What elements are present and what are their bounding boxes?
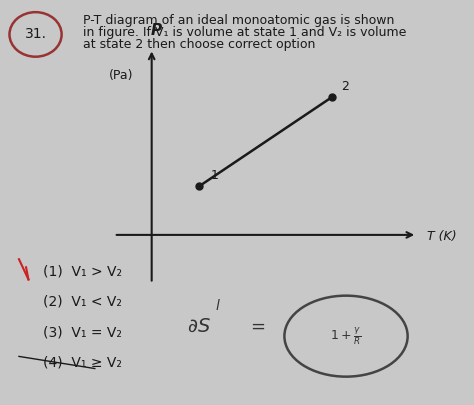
Text: $=$: $=$: [246, 317, 265, 335]
Text: (2)  V₁ < V₂: (2) V₁ < V₂: [43, 295, 121, 309]
Text: $1+\frac{\gamma}{R}$: $1+\frac{\gamma}{R}$: [330, 326, 362, 347]
Text: 31.: 31.: [25, 28, 46, 41]
Text: $\partial S$: $\partial S$: [187, 317, 211, 335]
Text: $l$: $l$: [215, 298, 221, 313]
Text: in figure. If V₁ is volume at state 1 and V₂ is volume: in figure. If V₁ is volume at state 1 an…: [83, 26, 406, 39]
Text: 1: 1: [211, 169, 219, 182]
Text: P-T diagram of an ideal monoatomic gas is shown: P-T diagram of an ideal monoatomic gas i…: [83, 14, 394, 27]
Text: (Pa): (Pa): [109, 69, 133, 82]
Text: 2: 2: [341, 80, 349, 93]
Text: (3)  V₁ = V₂: (3) V₁ = V₂: [43, 325, 121, 339]
Text: at state 2 then choose correct option: at state 2 then choose correct option: [83, 38, 315, 51]
Text: P: P: [151, 23, 162, 38]
Text: T (K): T (K): [427, 230, 456, 243]
Text: (4)  V₁ ≥ V₂: (4) V₁ ≥ V₂: [43, 356, 121, 369]
Text: (1)  V₁ > V₂: (1) V₁ > V₂: [43, 264, 122, 278]
